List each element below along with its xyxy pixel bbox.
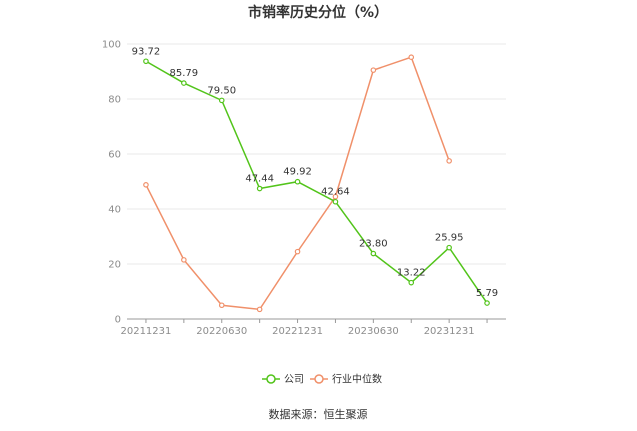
y-tick-label: 60: [108, 150, 121, 161]
data-point: [332, 193, 339, 200]
series-1: [143, 54, 452, 313]
data-point: [294, 248, 301, 255]
y-tick-label: 0: [115, 315, 121, 326]
data-point: [408, 54, 415, 61]
legend: 公司 行业中位数: [262, 373, 382, 386]
legend-marker-icon: [266, 374, 276, 384]
data-point: [446, 158, 452, 164]
data-point: [294, 178, 301, 185]
data-label: 13.22: [397, 268, 426, 279]
data-point: [181, 80, 187, 86]
data-label: 79.50: [207, 85, 236, 96]
x-tick-label: 20220630: [196, 326, 247, 337]
gridlines: [127, 43, 506, 265]
legend-label: 行业中位数: [332, 373, 382, 386]
y-axis: 0 20 40 60 80 100: [102, 40, 121, 326]
data-point: [256, 185, 263, 192]
data-point: [332, 198, 339, 205]
data-point: [370, 67, 377, 73]
legend-marker-icon: [314, 374, 324, 384]
x-tick-label: 20211231: [120, 326, 171, 337]
data-point: [143, 58, 149, 65]
y-tick-label: 20: [108, 260, 121, 271]
y-tick-label: 80: [108, 95, 121, 106]
data-label: 5.79: [476, 288, 498, 299]
data-point: [484, 300, 490, 306]
data-label: 25.95: [435, 233, 464, 244]
x-axis: 20211231 20220630 20221231 20230630 20231231: [120, 318, 506, 337]
series-0: 93.72 85.79 79.50 47.44 49.92 42.64 23.80 13.22…: [132, 46, 498, 306]
series-line: [145, 60, 488, 304]
data-point: [218, 302, 225, 309]
data-point: [256, 306, 263, 313]
legend-item-1[interactable]: 行业中位数: [310, 373, 382, 386]
data-point: [408, 279, 415, 286]
data-point: [446, 244, 452, 251]
source-note: 数据来源：恒生聚源: [269, 407, 368, 421]
data-label: 49.92: [283, 167, 312, 178]
data-point: [181, 257, 187, 263]
y-tick-label: 100: [102, 40, 121, 51]
legend-label: 公司: [284, 375, 304, 386]
data-label: 23.80: [359, 239, 388, 250]
x-tick-label: 20231231: [424, 326, 475, 337]
legend-item-0[interactable]: 公司: [262, 374, 304, 386]
data-label: 85.79: [170, 68, 199, 79]
data-label: 47.44: [245, 174, 274, 185]
chart-title: 市销率历史分位（%）: [248, 4, 388, 21]
data-point: [143, 182, 149, 188]
data-label: 93.72: [132, 46, 161, 57]
x-tick-label: 20221231: [272, 326, 323, 337]
y-tick-label: 40: [108, 205, 121, 216]
x-tick-label: 20230630: [348, 326, 399, 337]
series-layer: 93.72 85.79 79.50 47.44 49.92 42.64 23.80 13.22…: [132, 46, 498, 313]
data-label: 42.64: [321, 187, 350, 198]
data-point: [218, 97, 225, 104]
data-point: [370, 250, 377, 257]
